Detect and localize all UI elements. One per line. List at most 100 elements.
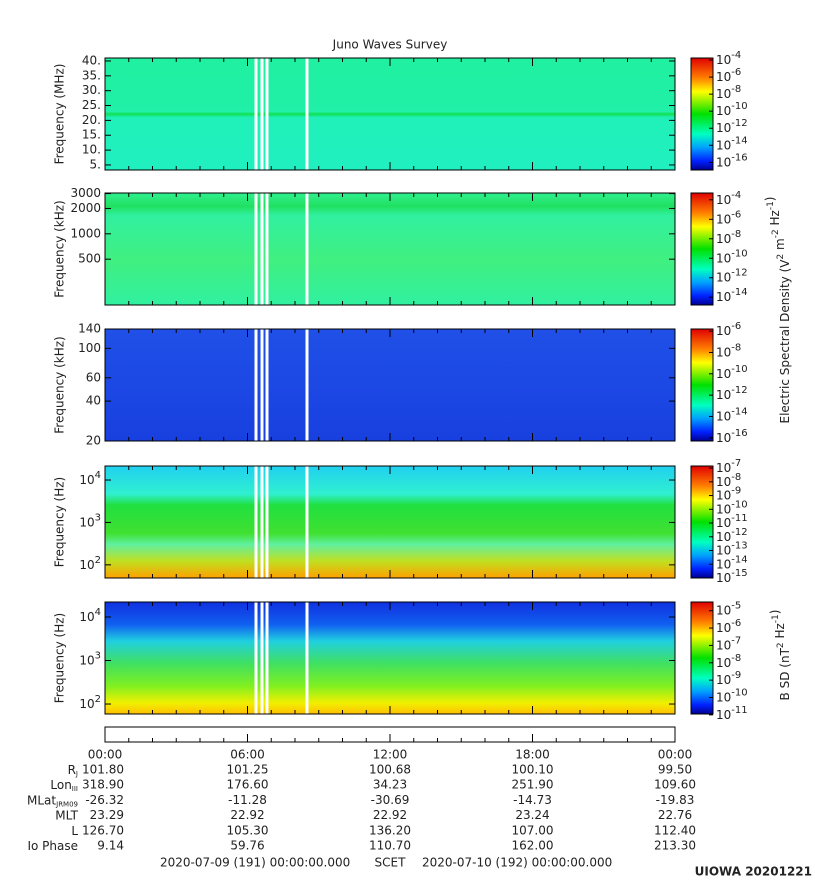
tick-exp: -6: [731, 321, 741, 332]
footer-middle: SCET: [375, 856, 407, 870]
tick-base: 10: [716, 345, 731, 359]
ephemeris-value: 23.24: [515, 808, 549, 822]
tick-base: 10: [716, 70, 731, 84]
tick-exp: -8: [731, 84, 741, 95]
tick-base: 10: [716, 557, 731, 571]
tick-base: 10: [716, 690, 731, 704]
ephemeris-label: LonIII: [50, 778, 78, 794]
label-text: ): [763, 196, 777, 201]
tick-label: 103: [79, 651, 101, 668]
ephemeris-value: 318.90: [82, 778, 124, 792]
tick-label: 10-8: [716, 472, 741, 489]
tick-exp: -4: [731, 50, 741, 61]
tick-label: 10-12: [716, 385, 748, 402]
y-axis-label: Frequency (kHz): [53, 200, 67, 297]
ephemeris-value: 99.50: [658, 763, 692, 777]
ephemeris-value: 136.20: [369, 823, 411, 837]
tick-label: 10-6: [716, 67, 741, 84]
tick-label: 10-10: [716, 364, 748, 381]
tick-base: 10: [79, 653, 94, 667]
tick-label: 10-10: [716, 248, 748, 265]
tick-base: 10: [716, 290, 731, 304]
title: Juno Waves Survey: [332, 38, 448, 52]
label-text: Hz: [773, 623, 787, 642]
tick-label: 25.: [82, 98, 101, 112]
tick-label: 10-14: [716, 406, 748, 423]
ephemeris-label: Io Phase: [27, 839, 78, 853]
tick-base: 10: [716, 621, 731, 635]
tick-label: 15.: [82, 128, 101, 142]
spectrogram: [105, 58, 675, 170]
tick-label: 10-14: [716, 287, 748, 304]
tick-label: 20.: [82, 113, 101, 127]
tick-exp: -10: [731, 499, 747, 510]
tick-label: 10-12: [716, 268, 748, 285]
ephemeris-value: -11.28: [228, 793, 267, 807]
label-text: Electric Spectral Density (V: [778, 259, 792, 424]
tick-exp: -10: [731, 248, 747, 259]
tick-base: 10: [716, 529, 731, 543]
y-axis-label: Frequency (kHz): [53, 336, 67, 433]
data-gap: [265, 193, 269, 305]
time-label: 00:00: [88, 748, 123, 762]
time-label: 00:00: [658, 748, 693, 762]
label-sup: 2: [776, 254, 786, 260]
tick-label: 10-6: [716, 321, 741, 338]
tick-base: 10: [716, 324, 731, 338]
data-gap: [254, 466, 258, 578]
label-text: Lon: [50, 778, 71, 792]
tick-exp: 4: [95, 470, 101, 481]
tick-base: 10: [716, 138, 731, 152]
tick-exp: -14: [731, 554, 747, 565]
data-gap: [254, 193, 258, 305]
label-text: ): [768, 610, 782, 615]
tick-base: 10: [716, 121, 731, 135]
label-text: Hz: [768, 210, 782, 229]
tick-exp: -8: [731, 653, 741, 664]
ephemeris-value: 9.14: [97, 839, 124, 853]
tick-exp: -11: [731, 705, 747, 716]
tick-label: 30.: [82, 83, 101, 97]
tick-base: 10: [79, 609, 94, 623]
ephemeris-label: MLatJRM09: [27, 793, 78, 809]
ephemeris-value: 213.30: [654, 839, 696, 853]
data-gap: [265, 329, 269, 441]
tick-label: 10-4: [716, 50, 741, 67]
tick-exp: -12: [731, 268, 747, 279]
footer-end: 2020-07-10 (192) 00:00:00.000: [422, 856, 612, 870]
tick-exp: -6: [731, 67, 741, 78]
tick-label: 5.: [90, 157, 101, 171]
tick-label: 103: [79, 512, 101, 529]
colorbar: [690, 328, 714, 442]
tick-exp: -4: [731, 190, 741, 201]
time-label: 06:00: [230, 748, 265, 762]
tick-label: 10-7: [716, 635, 741, 652]
tick-exp: -6: [731, 618, 741, 629]
tick-exp: -6: [731, 209, 741, 220]
data-gap: [254, 58, 258, 170]
data-gap: [260, 58, 264, 170]
ephemeris-value: 101.25: [227, 763, 269, 777]
tick-label: 102: [79, 555, 101, 572]
tick-label: 35.: [82, 68, 101, 82]
data-gap: [305, 329, 309, 441]
tick-label: 20: [86, 434, 101, 448]
data-gap: [305, 602, 309, 714]
data-gap: [254, 329, 258, 441]
label-sub: JRM09: [55, 800, 78, 808]
label-sup: -1: [771, 614, 781, 623]
tick-base: 10: [716, 655, 731, 669]
tick-label: 3000: [70, 186, 101, 200]
tick-exp: -14: [731, 287, 747, 298]
tick-exp: -16: [731, 428, 747, 439]
tick-base: 10: [716, 155, 731, 169]
colorbar: [690, 601, 714, 715]
tick-exp: -7: [731, 458, 741, 469]
label-text: B SD (nT: [778, 647, 792, 700]
tick-base: 10: [716, 251, 731, 265]
ephemeris-value: 162.00: [512, 839, 554, 853]
tick-exp: 2: [95, 555, 101, 566]
ephemeris-value: 105.30: [227, 823, 269, 837]
tick-label: 60: [86, 370, 101, 384]
tick-label: 10-13: [716, 541, 748, 558]
